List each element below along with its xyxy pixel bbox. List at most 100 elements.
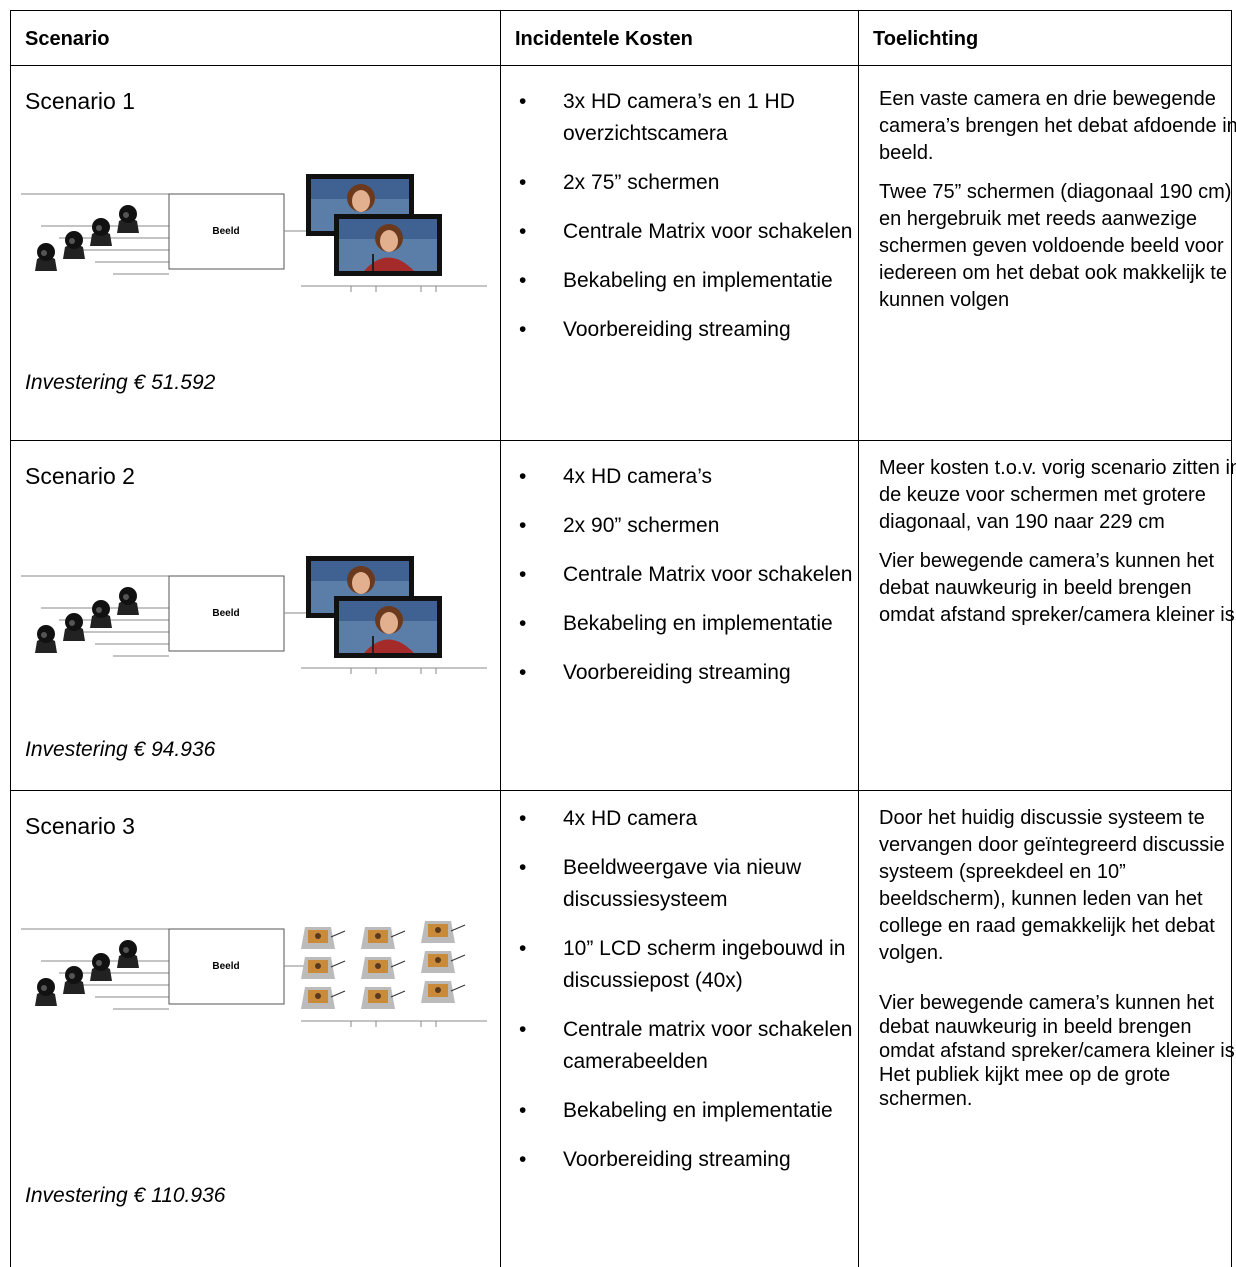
camera-lens <box>69 620 75 626</box>
system-diagram: Beeld <box>21 174 487 292</box>
header-cell: Incidentele Kosten <box>500 11 858 65</box>
monitor-face <box>435 927 441 933</box>
cost-item: Bekabeling en implementatie <box>519 265 853 297</box>
camera-body <box>63 626 85 641</box>
header-text: Scenario <box>25 28 110 50</box>
beeld-box <box>168 928 285 1005</box>
monitor-face <box>315 933 321 939</box>
beeld-box <box>168 575 285 652</box>
cost-item: 4x HD camera’s <box>519 461 853 493</box>
camera-lens <box>69 238 75 244</box>
cost-item: Bekabeling en implementatie <box>519 1095 853 1127</box>
camera-body <box>117 953 139 968</box>
person-body <box>364 639 414 653</box>
cost-list: 4x HD camera’s 2x 90” schermen Centrale Ma… <box>519 461 853 706</box>
cost-item: Voorbereiding streaming <box>519 314 853 346</box>
camera-body <box>117 600 139 615</box>
notes-cell: Een vaste camera en drie bewegende camer… <box>858 66 1236 440</box>
camera-body <box>90 613 112 628</box>
header-cell: Toelichting <box>858 11 1232 65</box>
camera-body <box>63 979 85 994</box>
person-face <box>380 230 398 252</box>
person-face <box>352 572 370 594</box>
table-row: Scenario 3 Beeld Investering € 110.936 4x H… <box>10 790 1236 1267</box>
beeld-label: Beeld <box>212 226 239 237</box>
scenario-cell: Scenario 2 Beeld Investering € 94.936 <box>10 441 500 790</box>
monitor-face <box>375 993 381 999</box>
cost-item: Voorbereiding streaming <box>519 657 853 689</box>
camera-lens <box>96 225 102 231</box>
monitor-face <box>375 933 381 939</box>
notes-cell: Door het huidig discussie systeem te ver… <box>858 791 1236 1267</box>
table-row: Scenario 2 Beeld Investering € 94.936 4x HD… <box>10 440 1236 790</box>
note: Vier bewegende camera’s kunnen het debat… <box>879 992 1236 1110</box>
scenario-title: Scenario 2 <box>25 463 135 489</box>
cost-item: Centrale matrix voor schakelen camerabee… <box>519 1014 853 1078</box>
scenario-cell: Scenario 1 Beeld Investering € 51.592 <box>10 66 500 440</box>
monitor-mic <box>390 960 406 968</box>
notes: Door het huidig discussie systeem te ver… <box>879 805 1236 1123</box>
investment: Investering € 51.592 <box>25 371 216 394</box>
cost-item: 2x 90” schermen <box>519 510 853 542</box>
camera-body <box>63 244 85 259</box>
cost-list: 4x HD camera Beeldweergave via nieuw disc… <box>519 803 853 1193</box>
cost-item: Beeldweergave via nieuw discussiesysteem <box>519 852 853 916</box>
costs-cell: 4x HD camera Beeldweergave via nieuw disc… <box>500 791 858 1267</box>
header-text: Incidentele Kosten <box>515 28 693 50</box>
notes: Meer kosten t.o.v. vorig scenario zitten… <box>879 455 1236 641</box>
investment: Investering € 94.936 <box>25 738 216 761</box>
cost-item: Bekabeling en implementatie <box>519 608 853 640</box>
monitor-mic <box>450 984 466 992</box>
notes-cell: Meer kosten t.o.v. vorig scenario zitten… <box>858 441 1236 790</box>
camera-lens <box>123 947 129 953</box>
note: Twee 75” schermen (diagonaal 190 cm) en … <box>879 181 1232 311</box>
camera-body <box>35 256 57 271</box>
note: Door het huidig discussie systeem te ver… <box>879 807 1225 964</box>
camera-body <box>35 991 57 1006</box>
monitor-mic <box>330 990 346 998</box>
monitor-mic <box>330 960 346 968</box>
costs-cell: 4x HD camera’s 2x 90” schermen Centrale Ma… <box>500 441 858 790</box>
camera-lens <box>41 985 47 991</box>
system-diagram: Beeld <box>21 921 487 1027</box>
scenario-title: Scenario 3 <box>25 813 135 839</box>
monitor-mic <box>390 930 406 938</box>
beeld-label: Beeld <box>212 961 239 972</box>
note: Vier bewegende camera’s kunnen het debat… <box>879 550 1236 626</box>
cost-item: 10” LCD scherm ingebouwd in discussiepos… <box>519 933 853 997</box>
camera-body <box>117 218 139 233</box>
scenario-cell: Scenario 3 Beeld Investering € 110.936 <box>10 791 500 1267</box>
person-face <box>380 612 398 634</box>
person-body <box>364 257 414 271</box>
microphone <box>372 254 374 271</box>
monitor-mic <box>330 930 346 938</box>
cost-item: 3x HD camera’s en 1 HD overzichtscamera <box>519 86 853 150</box>
note: Meer kosten t.o.v. vorig scenario zitten… <box>879 457 1236 533</box>
cost-list: 3x HD camera’s en 1 HD overzichtscamera 2… <box>519 86 853 363</box>
cost-item: 2x 75” schermen <box>519 167 853 199</box>
camera-body <box>90 966 112 981</box>
monitor-mic <box>450 924 466 932</box>
person-face <box>352 190 370 212</box>
camera-lens <box>96 960 102 966</box>
camera-lens <box>123 594 129 600</box>
investment: Investering € 110.936 <box>25 1184 226 1207</box>
monitor-mic <box>450 954 466 962</box>
scenario-title: Scenario 1 <box>25 88 135 114</box>
header-text: Toelichting <box>873 28 979 50</box>
header-cell: Scenario <box>10 11 500 65</box>
monitor-face <box>315 963 321 969</box>
note: Een vaste camera en drie bewegende camer… <box>879 88 1236 164</box>
microphone <box>372 636 374 653</box>
monitor-face <box>315 993 321 999</box>
monitor-face <box>435 957 441 963</box>
camera-body <box>35 638 57 653</box>
camera-lens <box>96 607 102 613</box>
cost-item: Centrale Matrix voor schakelen <box>519 559 853 591</box>
camera-body <box>90 231 112 246</box>
camera-lens <box>123 212 129 218</box>
cost-item: 4x HD camera <box>519 803 853 835</box>
header-row: Scenario Incidentele Kosten Toelichting <box>10 10 1232 65</box>
costs-cell: 3x HD camera’s en 1 HD overzichtscamera 2… <box>500 66 858 440</box>
